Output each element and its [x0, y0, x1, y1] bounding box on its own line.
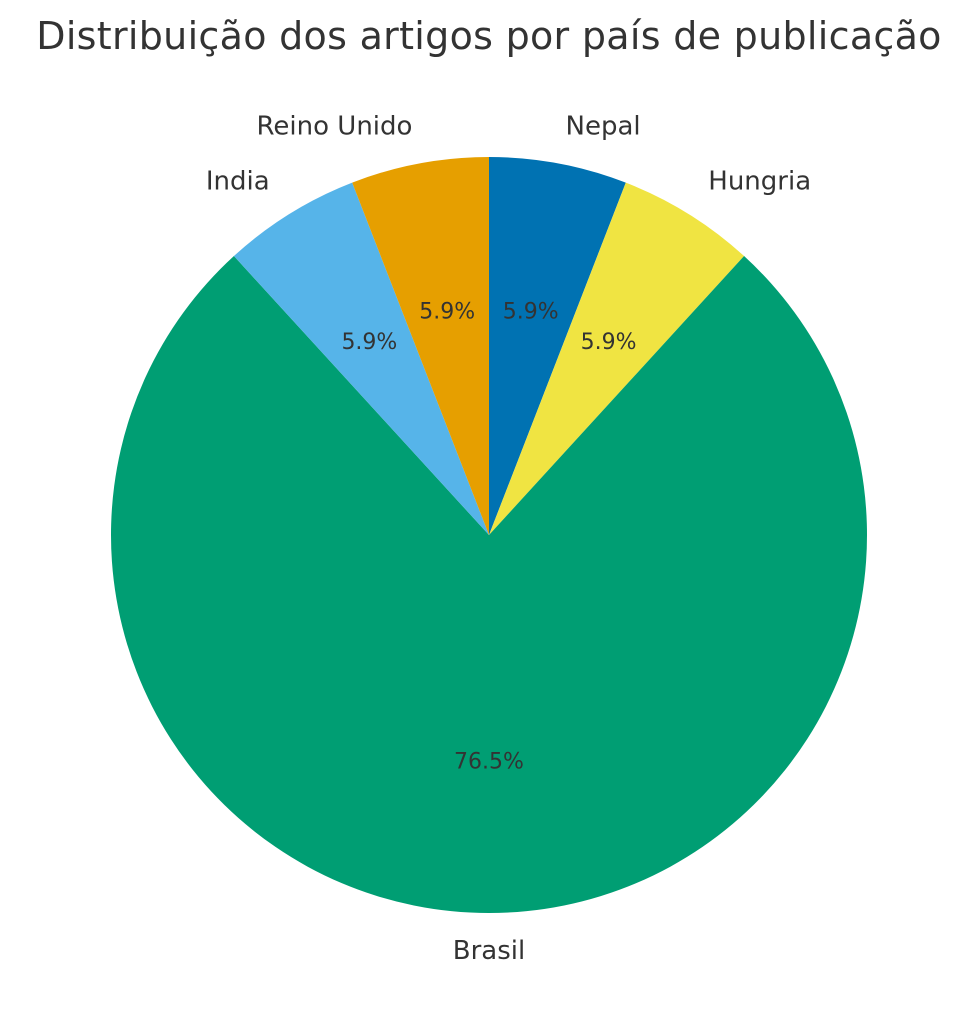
pie-slices	[110, 157, 867, 914]
category-label-india: India	[206, 167, 270, 197]
pct-label-brasil: 76.5%	[454, 749, 524, 774]
pie-labels: 5.9% Nepal 5.9% Hungria 76.5% Brasil 5.9% India…	[206, 111, 811, 965]
pie-slice-nepal	[489, 157, 626, 535]
pct-label-india: 5.9%	[341, 330, 397, 355]
category-label-nepal: Nepal	[566, 111, 641, 141]
pct-label-hungria: 5.9%	[581, 330, 637, 355]
category-label-hungria: Hungria	[708, 167, 811, 197]
category-label-reino-unido: Reino Unido	[257, 111, 413, 141]
pie-slice-india	[233, 182, 489, 535]
pie-slice-hungria	[489, 182, 745, 535]
category-label-brasil: Brasil	[453, 936, 525, 966]
chart-title: Distribuição dos artigos por país de pub…	[36, 14, 942, 58]
pct-label-nepal: 5.9%	[503, 300, 559, 325]
pct-label-reino-unido: 5.9%	[419, 300, 475, 325]
pie-slice-reino-unido	[352, 157, 489, 535]
pie-slice-brasil	[110, 256, 867, 914]
